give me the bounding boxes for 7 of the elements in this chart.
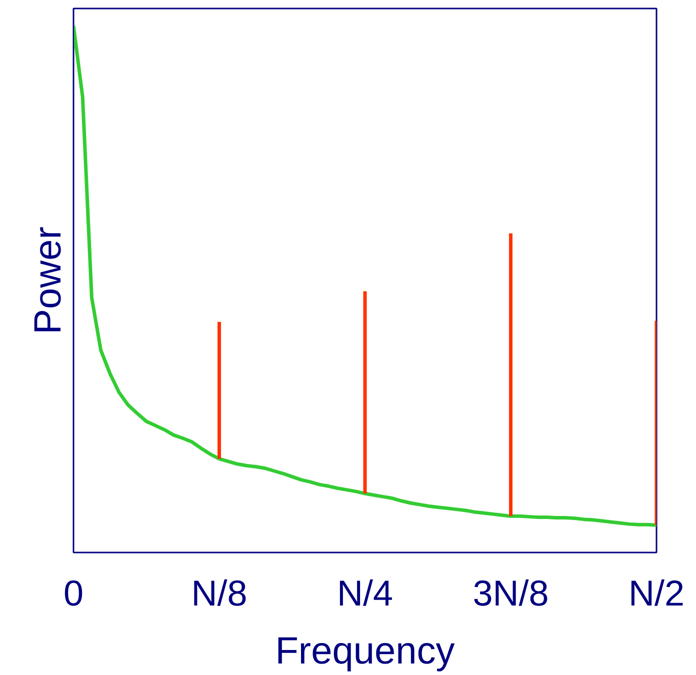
x-tick-label: 0 — [63, 572, 84, 614]
x-tick-label: N/2 — [628, 572, 685, 614]
x-axis-title: Frequency — [275, 630, 455, 672]
y-axis-title: Power — [28, 226, 70, 334]
x-tick-label: 3N/8 — [472, 572, 549, 614]
x-tick-label: N/8 — [191, 572, 248, 614]
x-tick-label: N/4 — [336, 572, 394, 614]
